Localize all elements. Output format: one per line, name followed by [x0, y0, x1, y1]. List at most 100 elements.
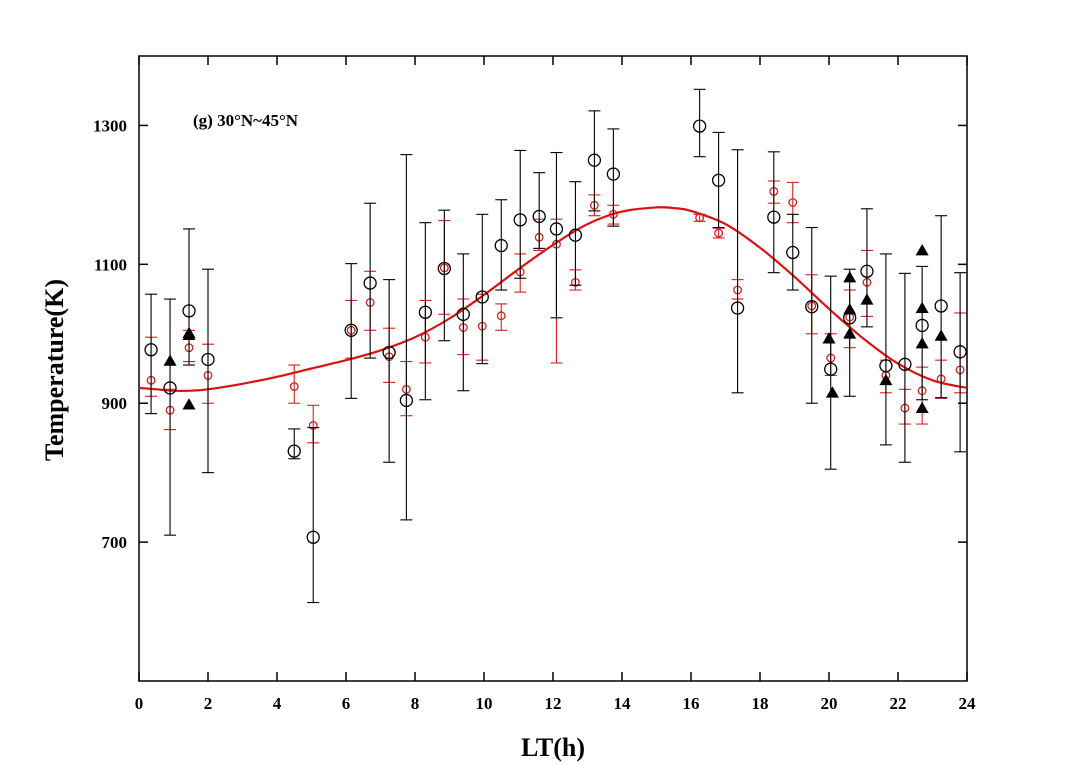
black-error-bar — [345, 263, 358, 399]
black-data-point — [287, 444, 301, 458]
black-data-point — [494, 238, 508, 253]
black-data-point — [163, 381, 177, 395]
y-tick-label: 1300 — [93, 116, 127, 135]
black-error-bar — [569, 181, 582, 286]
red-error-bar — [288, 364, 301, 404]
black-data-point — [344, 323, 358, 337]
black-error-bar — [916, 265, 929, 401]
black-series-layer — [144, 88, 967, 604]
black-error-bar — [879, 253, 892, 446]
triangle-data-point — [163, 354, 177, 366]
black-data-point — [144, 343, 158, 357]
black-error-bar — [607, 128, 620, 227]
black-data-point — [363, 276, 377, 290]
black-error-bar — [164, 298, 177, 536]
red-error-bar — [495, 303, 508, 331]
triangle-data-point — [915, 401, 929, 413]
triangle-data-point — [860, 293, 874, 305]
triangle-data-point — [822, 332, 836, 344]
black-error-bar — [202, 268, 214, 474]
black-data-point — [587, 153, 602, 167]
triangle-data-point — [915, 243, 929, 256]
black-data-point — [568, 228, 583, 242]
black-error-bar — [183, 228, 196, 366]
panel-annotation: (g) 30°N~45°N — [193, 111, 299, 130]
black-data-point — [382, 345, 396, 360]
black-data-point — [306, 530, 320, 544]
black-data-point — [860, 264, 874, 278]
x-tick-label: 12 — [545, 694, 562, 713]
black-data-point — [730, 301, 745, 315]
black-data-point — [692, 119, 707, 133]
black-error-bar — [860, 208, 873, 328]
triangle-data-point — [825, 386, 839, 398]
black-error-bar — [731, 149, 744, 394]
x-axis-title: LT(h) — [521, 733, 585, 762]
x-tick-label: 18 — [752, 694, 769, 713]
black-data-point — [711, 173, 726, 187]
black-data-point — [606, 167, 621, 181]
black-error-bar — [495, 199, 508, 291]
black-data-point — [456, 307, 470, 321]
black-data-point — [953, 345, 967, 359]
black-data-point — [549, 222, 564, 236]
black-error-bar — [898, 272, 911, 463]
black-error-bar — [786, 213, 799, 291]
y-tick-label: 1100 — [94, 255, 127, 274]
x-tick-label: 24 — [959, 694, 977, 713]
red-series-layer — [145, 180, 967, 444]
triangle-data-point — [843, 327, 857, 339]
black-error-bar — [400, 154, 413, 521]
triangle-data-point — [182, 326, 196, 338]
black-data-point — [418, 305, 433, 319]
x-tick-label: 6 — [342, 694, 351, 713]
triangle-data-point — [915, 337, 929, 349]
triangle-data-point — [843, 271, 857, 283]
red-data-point — [714, 228, 724, 238]
black-error-bar — [712, 131, 725, 229]
x-tick-label: 20 — [821, 694, 838, 713]
black-error-bar — [588, 110, 601, 212]
black-data-point — [532, 209, 546, 224]
black-error-bar — [935, 215, 948, 399]
black-error-bar — [364, 202, 377, 359]
plot-border — [138, 55, 968, 682]
black-data-point — [934, 299, 948, 313]
x-tick-label: 16 — [683, 694, 700, 713]
black-data-point — [786, 245, 800, 260]
black-error-bar — [693, 88, 706, 158]
black-data-point — [437, 261, 451, 276]
x-tick-label: 10 — [476, 694, 493, 713]
black-data-point — [201, 352, 215, 367]
black-error-bar — [457, 253, 470, 392]
y-axis-title: Temperature(K) — [40, 279, 69, 461]
black-data-point — [879, 359, 893, 373]
black-error-bar — [954, 272, 967, 453]
triangle-data-point — [879, 373, 893, 386]
black-error-bar — [419, 222, 432, 401]
x-tick-label: 4 — [273, 694, 282, 713]
black-error-bar — [383, 279, 396, 463]
x-tick-label: 8 — [411, 694, 420, 713]
red-data-point — [788, 198, 798, 207]
triangle-series-layer — [163, 243, 948, 413]
x-tick-label: 2 — [204, 694, 213, 713]
black-data-point — [767, 210, 781, 224]
black-data-point — [399, 393, 414, 408]
black-error-bar — [824, 275, 837, 470]
triangle-data-point — [934, 329, 948, 341]
black-error-bar — [145, 293, 158, 415]
black-error-bar — [767, 151, 780, 274]
black-error-bar — [805, 226, 818, 404]
black-data-point — [915, 318, 929, 333]
black-error-bar — [288, 428, 301, 460]
x-tick-label: 0 — [135, 694, 144, 713]
x-tick-label: 22 — [890, 694, 907, 713]
black-data-point — [805, 300, 819, 314]
black-error-bar — [438, 209, 451, 342]
red-data-point — [289, 382, 299, 392]
red-data-point — [695, 213, 705, 223]
black-data-point — [513, 213, 527, 227]
plot-frame — [138, 55, 968, 682]
